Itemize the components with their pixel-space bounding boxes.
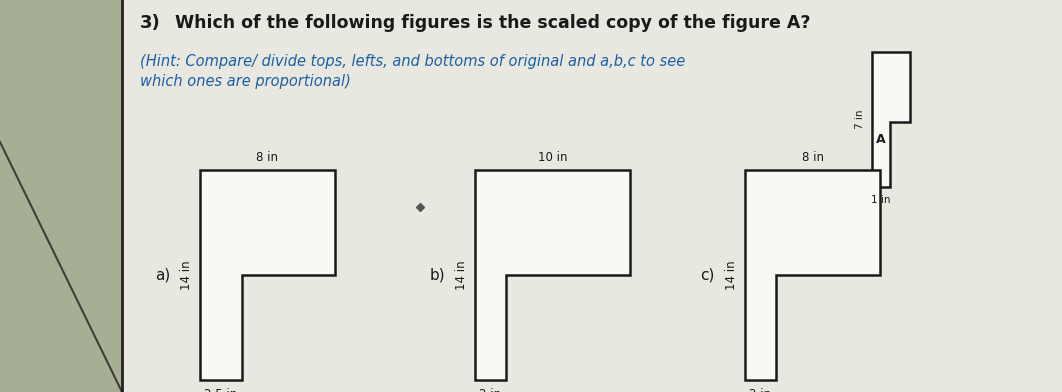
Text: 14 in: 14 in [179,260,193,290]
Text: a): a) [155,267,170,283]
Polygon shape [475,170,630,380]
Text: 10 in: 10 in [537,151,567,164]
Polygon shape [872,52,910,187]
Text: 1 in: 1 in [871,195,891,205]
Text: 2 in: 2 in [479,388,501,392]
Text: 2.5 in: 2.5 in [204,388,238,392]
Text: 14 in: 14 in [725,260,738,290]
Text: b): b) [430,267,446,283]
FancyBboxPatch shape [122,0,1062,392]
Text: 3): 3) [140,14,160,32]
Text: Which of the following figures is the scaled copy of the figure A?: Which of the following figures is the sc… [175,14,810,32]
FancyBboxPatch shape [0,0,125,392]
Text: (Hint: Compare/ divide tops, lefts, and bottoms of original and a,b,c to see
whi: (Hint: Compare/ divide tops, lefts, and … [140,54,685,89]
Text: 2 in: 2 in [750,388,772,392]
Text: 8 in: 8 in [257,151,278,164]
Text: c): c) [700,267,715,283]
Polygon shape [200,170,335,380]
Text: 8 in: 8 in [802,151,823,164]
Text: A: A [876,133,886,146]
Text: 7 in: 7 in [855,110,866,129]
Polygon shape [746,170,880,380]
Text: 14 in: 14 in [455,260,468,290]
